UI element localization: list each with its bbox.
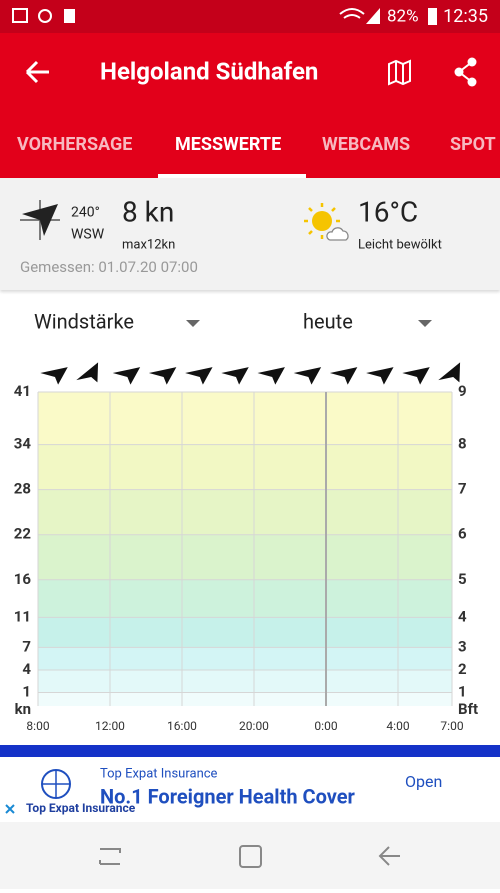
- parameter-select[interactable]: Windstärke: [34, 309, 134, 333]
- recent-button[interactable]: [99, 848, 121, 865]
- y2-tick-label: 1: [458, 682, 467, 700]
- y-tick-label: 28: [14, 480, 31, 498]
- ad-content: Top Expat Insurance Top Expat Insurance …: [5, 766, 442, 815]
- tab[interactable]: SPOT: [450, 134, 496, 155]
- status-icons: 82% 12:35: [12, 6, 488, 27]
- tab-indicator: [158, 174, 306, 178]
- background-band: [38, 692, 452, 706]
- home-button[interactable]: [239, 845, 262, 868]
- background-band: [38, 534, 452, 580]
- x-tick-label: 8:00: [26, 719, 49, 733]
- y-tick-label: 1: [22, 682, 31, 700]
- x-tick-label: 16:00: [167, 719, 197, 733]
- nav-bar: [0, 822, 500, 889]
- wind-arrow: [402, 367, 432, 387]
- app-bar-icons: Helgoland Südhafen: [25, 57, 477, 87]
- ad-logo: Top Expat Insurance: [26, 801, 136, 815]
- clock: 12:35: [443, 6, 488, 27]
- wind-max: max12kn: [122, 237, 175, 252]
- current-conditions: 240° WSW 8 kn max12kn 16°C Leicht bewölk…: [0, 178, 500, 290]
- temperature: 16°C: [358, 195, 418, 228]
- y2-tick-label: 7: [458, 480, 467, 498]
- x-tick-label: 0:00: [314, 719, 337, 733]
- y-axis-label: kn: [15, 700, 31, 718]
- wind-arrow: [40, 367, 70, 387]
- chart-area: Windstärke heute 41342822161174198765432…: [14, 309, 478, 733]
- battery-text: 82%: [387, 6, 419, 26]
- app-bar: Helgoland Südhafen: [0, 33, 500, 110]
- background-band: [38, 617, 452, 648]
- background-band: [38, 579, 452, 618]
- ad-headline: No.1 Foreigner Health Cover: [100, 784, 356, 808]
- tab[interactable]: VORHERSAGE: [17, 134, 133, 155]
- y-tick-label: 11: [14, 607, 31, 625]
- y2-axis-label: Bft: [458, 700, 478, 718]
- tab[interactable]: WEBCAMS: [322, 134, 411, 155]
- ad-brand: Top Expat Insurance: [100, 766, 218, 781]
- wind-arrow: [257, 367, 288, 387]
- direction-name: WSW: [71, 227, 105, 243]
- x-tick-label: 4:00: [386, 719, 409, 733]
- y2-tick-label: 3: [458, 637, 467, 655]
- wind-direction-arrows: [40, 362, 470, 392]
- weather-icon: [304, 203, 349, 241]
- tab-active[interactable]: MESSWERTE: [175, 134, 282, 155]
- background-band: [38, 444, 452, 490]
- ad-banner[interactable]: Top Expat Insurance Top Expat Insurance …: [0, 757, 500, 822]
- status-bar: 82% 12:35: [0, 0, 500, 33]
- map-button[interactable]: [388, 59, 411, 86]
- y2-tick-label: 6: [458, 525, 467, 543]
- y-tick-label: 34: [14, 435, 32, 453]
- sky-condition: Leicht bewölkt: [358, 237, 442, 252]
- tab-bar: VORHERSAGE MESSWERTE WEBCAMS SPOT: [0, 110, 500, 178]
- background-band: [38, 489, 452, 535]
- app-title: Helgoland Südhafen: [100, 57, 318, 85]
- wind-arrow: [329, 367, 360, 387]
- ad-open-button[interactable]: Open: [405, 772, 442, 791]
- direction-degrees: 240°: [71, 205, 100, 221]
- y-tick-label: 7: [22, 637, 31, 655]
- y2-tick-label: 5: [458, 570, 467, 588]
- y2-tick-label: 9: [458, 382, 467, 400]
- wind-arrow: [293, 367, 324, 387]
- wind-speed: 8 kn: [122, 195, 174, 228]
- y2-tick-label: 2: [458, 660, 467, 678]
- background-band: [38, 647, 452, 670]
- x-tick-label: 20:00: [239, 719, 269, 733]
- wind-arrow: [221, 367, 251, 387]
- wind-arrow: [112, 367, 143, 387]
- y-tick-label: 41: [14, 382, 31, 400]
- y2-tick-label: 4: [458, 607, 467, 625]
- wind-arrow: [148, 367, 179, 387]
- dropdown-arrow: [418, 320, 432, 327]
- share-button[interactable]: [454, 57, 477, 87]
- y-tick-label: 16: [14, 570, 32, 588]
- y-tick-label: 22: [14, 525, 32, 543]
- y2-tick-label: 8: [458, 435, 467, 453]
- nav-icons: [99, 845, 400, 868]
- dropdown-arrow: [186, 320, 200, 327]
- current-panel: 240° WSW 8 kn max12kn 16°C Leicht bewölk…: [20, 195, 442, 276]
- wind-compass: [20, 200, 60, 240]
- wind-arrow: [75, 362, 108, 392]
- wind-arrow: [184, 367, 215, 387]
- back-button[interactable]: [25, 60, 49, 84]
- wind-arrow: [365, 367, 396, 387]
- x-tick-label: 12:00: [95, 719, 125, 733]
- period-select[interactable]: heute: [303, 309, 353, 333]
- measured-time: Gemessen: 01.07.20 07:00: [20, 258, 198, 276]
- y-tick-label: 4: [22, 660, 31, 678]
- background-band: [38, 669, 452, 693]
- x-tick-label: 7:00: [440, 719, 463, 733]
- back-nav-button[interactable]: [378, 846, 400, 866]
- background-band: [38, 392, 452, 445]
- ad-top-bar: [0, 745, 500, 757]
